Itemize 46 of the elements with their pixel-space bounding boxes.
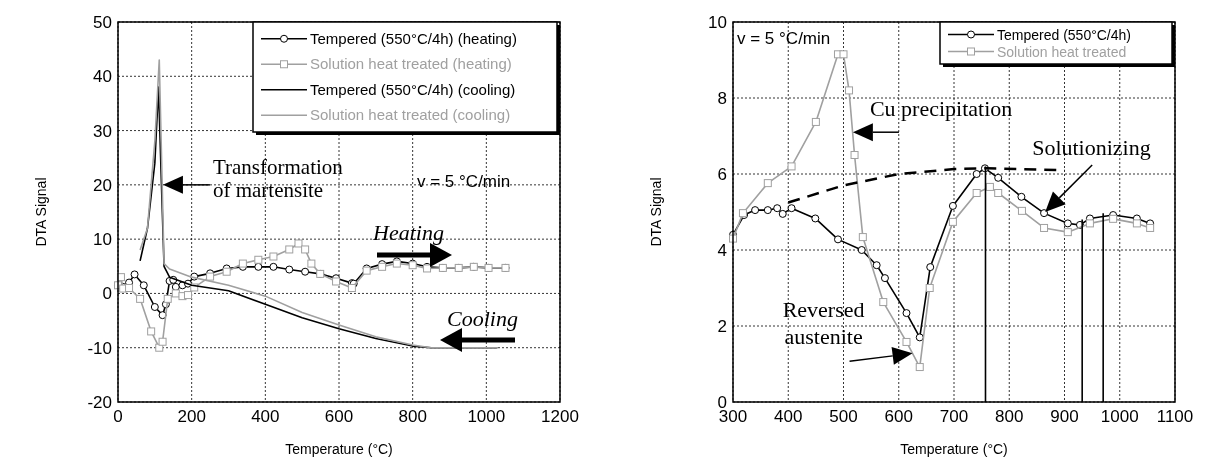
legend-label: Solution heat treated (cooling) [310, 106, 511, 124]
x-tick-label: 800 [398, 407, 427, 426]
y-tick-label: 40 [93, 67, 112, 87]
x-tick-label: 600 [324, 407, 354, 426]
x-tick-label: 500 [829, 407, 858, 426]
annotation: Cooling [447, 306, 518, 331]
x-tick-label: 300 [718, 407, 748, 426]
y-tick-label: 10 [93, 230, 112, 250]
y-axis-title: DTA Signal [648, 177, 664, 247]
annotation: Transformation of martensite [212, 154, 344, 202]
annotation: Heating [372, 220, 444, 245]
x-tick-label: 900 [1050, 407, 1079, 426]
annotation: Reversed austenite [782, 297, 865, 350]
y-tick-label: 8 [717, 89, 727, 108]
x-tick-label: 600 [884, 407, 913, 426]
y-tick-label: -10 [87, 338, 112, 358]
legend-label: Tempered (550°C/4h) (cooling) [310, 80, 516, 98]
annotation: Cu precipitation [869, 96, 1013, 122]
x-tick-label: 1100 [1156, 407, 1194, 426]
x-tick-label: 700 [939, 407, 969, 426]
x-axis-title: Temperature (°C) [285, 441, 393, 457]
y-tick-label: 6 [717, 165, 727, 184]
y-tick-label: 20 [93, 175, 112, 195]
annotation: Solutionizing [1032, 135, 1151, 160]
x-tick-label: 1200 [541, 407, 579, 426]
y-tick-label: 50 [93, 13, 112, 32]
y-axis-title: DTA Signal [33, 177, 49, 247]
annotation: v = 5 °C/min [417, 172, 511, 191]
x-tick-label: 400 [251, 407, 280, 426]
legend-label: Tempered (550°C/4h) [997, 26, 1131, 43]
x-tick-label: 200 [177, 407, 206, 426]
y-tick-label: 2 [717, 317, 727, 336]
y-tick-label: 0 [102, 284, 112, 304]
x-tick-label: 1000 [467, 407, 506, 426]
legend-label: Solution heat treated (heating) [310, 55, 512, 73]
x-tick-label: 800 [995, 407, 1024, 426]
annotation: v = 5 °C/min [737, 29, 831, 48]
legend-label: Tempered (550°C/4h) (heating) [310, 29, 517, 47]
x-axis-title: Temperature (°C) [900, 441, 1008, 457]
y-tick-label: 30 [93, 121, 112, 141]
x-tick-label: 400 [774, 407, 803, 426]
y-tick-label: -20 [87, 393, 112, 412]
x-tick-label: 1000 [1100, 407, 1139, 426]
y-tick-label: 4 [717, 241, 727, 260]
y-tick-label: 10 [708, 13, 727, 32]
legend-label: Solution heat treated [997, 43, 1127, 60]
